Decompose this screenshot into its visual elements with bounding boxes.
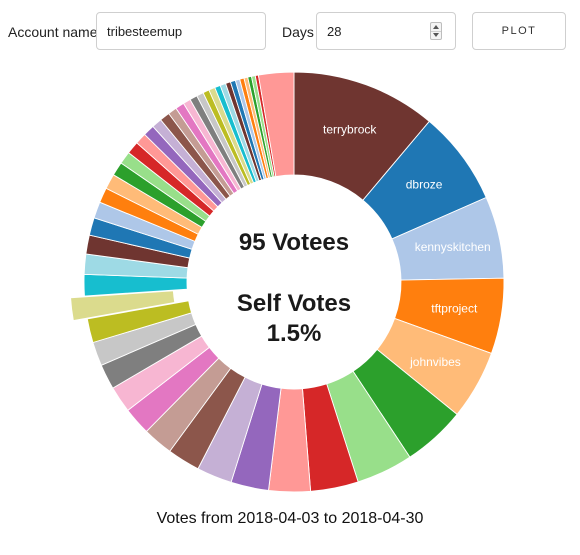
slice-19[interactable]: [70, 290, 176, 322]
days-stepper-icon[interactable]: [430, 22, 442, 40]
account-name-input[interactable]: [96, 12, 266, 50]
slice-18[interactable]: [86, 300, 193, 344]
stepper-down-icon[interactable]: [433, 33, 439, 37]
account-name-label: Account name: [8, 24, 98, 40]
controls-bar: Account name Days PLOT: [0, 0, 580, 60]
slice-label-johnvibes: johnvibes: [409, 355, 461, 369]
slice-51[interactable]: [257, 71, 295, 178]
slice-label-kennyskitchen: kennyskitchen: [415, 240, 491, 254]
votes-donut-chart: terrybrock dbroze kennyskitchen tftproject j…: [70, 71, 505, 493]
slice-label-tftproject: tftproject: [431, 302, 478, 316]
date-range-caption: Votes from 2018-04-03 to 2018-04-30: [156, 510, 424, 527]
stepper-up-icon[interactable]: [433, 25, 439, 29]
slice-label-terrybrock: terrybrock: [323, 122, 377, 136]
slice-labels: terrybrock dbroze kennyskitchen tftproject j…: [323, 122, 491, 369]
votees-count-text: 95 Votees: [239, 229, 349, 256]
self-votes-label: Self Votes: [237, 290, 351, 317]
slice-label-dbroze: dbroze: [406, 178, 443, 192]
stepper-divider: [431, 31, 441, 32]
plot-button[interactable]: PLOT: [472, 12, 566, 50]
donut-slices: [70, 71, 505, 493]
self-votes-percent: 1.5%: [267, 320, 322, 347]
days-label: Days: [282, 24, 314, 40]
